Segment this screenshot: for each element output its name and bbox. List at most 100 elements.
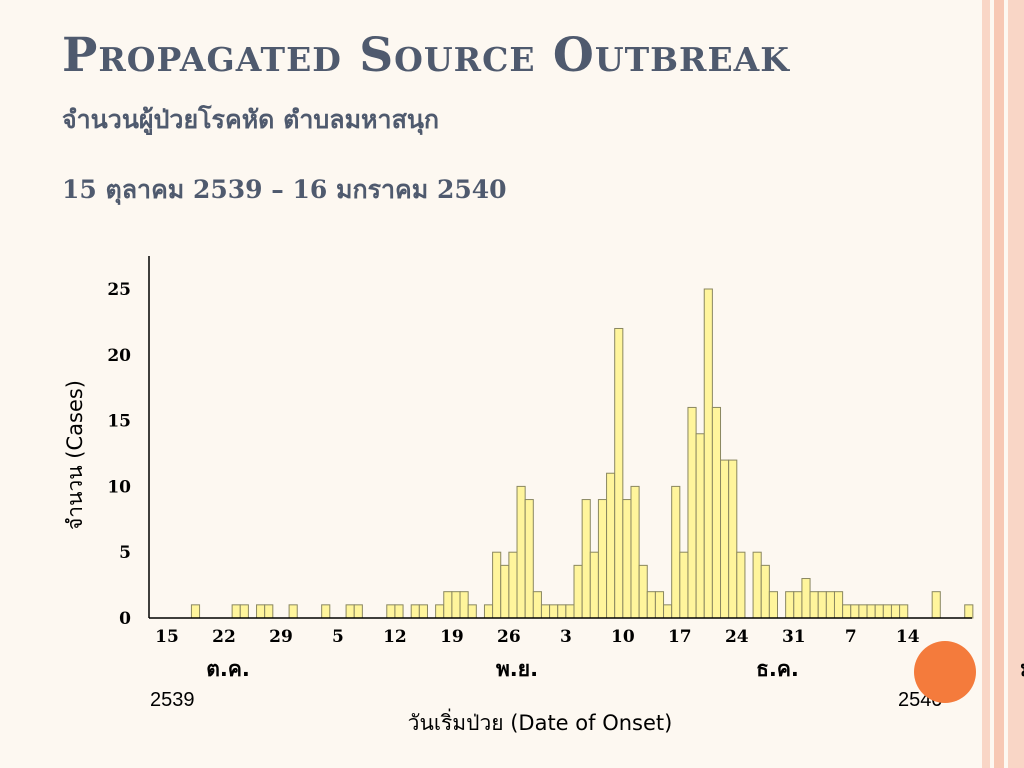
bar: [720, 459, 730, 619]
bar: [386, 604, 396, 619]
bar: [321, 604, 331, 619]
bar: [508, 551, 518, 619]
month-labels: ต.ค. พ.ย. ธ.ค. ม.ค.: [206, 657, 1024, 681]
x-tick-label: 22: [212, 627, 236, 647]
stripe-left: [982, 0, 990, 768]
bar: [671, 485, 681, 619]
y-tick-labels: 0 5 10 15 20 25: [107, 280, 131, 629]
x-tick-label: 7: [845, 627, 857, 647]
accent-circle: [914, 641, 976, 703]
stripe-right: [1008, 0, 1024, 768]
bar: [524, 499, 534, 619]
bar: [882, 604, 892, 619]
x-tick-label: 17: [668, 627, 692, 647]
bar: [890, 604, 901, 619]
y-tick-label: 20: [107, 346, 131, 366]
bar: [353, 604, 363, 619]
bar: [500, 564, 510, 619]
bar: [638, 564, 648, 619]
bar: [394, 604, 404, 619]
bar: [785, 591, 795, 619]
bar: [654, 591, 665, 619]
bar: [264, 604, 274, 619]
y-tick-label: 25: [107, 280, 131, 300]
decorative-stripes: [982, 0, 1024, 768]
bar: [532, 591, 542, 619]
bar: [589, 551, 599, 619]
bar: [646, 591, 656, 619]
bar: [842, 604, 852, 619]
bar: [793, 591, 803, 619]
bar: [768, 591, 778, 619]
x-axis-title: วันเริ่มป่วย (Date of Onset): [408, 708, 673, 735]
bar: [435, 604, 445, 619]
x-tick-label: 24: [725, 627, 749, 647]
x-tick-labels: 15 22 29 5 12 19 26 3 10 17 24 31 7 14: [155, 627, 920, 647]
bar: [866, 604, 876, 619]
bar: [410, 604, 420, 619]
x-tick-label: 26: [497, 627, 521, 647]
bar: [606, 472, 616, 619]
bar: [622, 499, 632, 619]
bar: [231, 604, 241, 619]
y-tick-label: 5: [119, 543, 131, 563]
year-label-start: 2539: [150, 689, 195, 711]
slide-subtitle-line2: 15 ตุลาคม 2539 – 16 มกราคม 2540: [62, 175, 507, 204]
month-label: ต.ค.: [206, 657, 250, 681]
y-tick-label: 0: [119, 609, 131, 629]
bar: [679, 551, 689, 619]
bar: [459, 591, 469, 619]
bar: [752, 551, 762, 619]
bar: [711, 406, 722, 619]
bar: [540, 604, 551, 619]
bar: [492, 551, 502, 619]
bar: [825, 591, 835, 619]
x-tick-label: 29: [269, 627, 293, 647]
x-tick-label: 19: [440, 627, 464, 647]
x-tick-label: 3: [560, 627, 572, 647]
bar: [728, 459, 738, 619]
x-tick-label: 15: [155, 627, 179, 647]
y-tick-label: 15: [107, 412, 131, 432]
bar: [703, 288, 713, 619]
bar: [817, 591, 827, 619]
bar: [760, 564, 770, 619]
bar: [614, 327, 624, 619]
bar: [581, 499, 591, 619]
bar: [190, 604, 201, 619]
y-axis-title: จำนวน (Cases): [63, 380, 87, 530]
bar: [801, 578, 811, 619]
bar: [833, 591, 844, 619]
x-tick-label: 10: [611, 627, 635, 647]
bar: [809, 591, 819, 619]
bar: [858, 604, 868, 619]
bar: [239, 604, 249, 619]
bar: [687, 406, 697, 619]
bar: [573, 564, 583, 619]
bar: [695, 433, 705, 619]
x-tick-label: 31: [782, 627, 806, 647]
bar: [418, 604, 428, 619]
bars-group: [190, 288, 974, 619]
month-label: พ.ย.: [496, 657, 538, 681]
bar: [557, 604, 567, 619]
month-label: ธ.ค.: [756, 657, 799, 681]
bar: [345, 604, 355, 619]
x-tick-label: 5: [332, 627, 344, 647]
x-tick-label: 12: [383, 627, 407, 647]
bar: [451, 591, 461, 619]
slide-title: Propagated Source Outbreak: [62, 28, 790, 83]
bar: [565, 604, 575, 619]
bar: [516, 485, 526, 619]
bar: [931, 591, 941, 619]
bar: [874, 604, 884, 619]
month-label: ม.ค.: [1020, 657, 1024, 681]
bar: [288, 604, 298, 619]
bar: [899, 604, 909, 619]
bar: [663, 604, 673, 619]
bar: [483, 604, 494, 619]
bar: [443, 591, 453, 619]
bar: [630, 485, 640, 619]
bar: [964, 604, 974, 619]
